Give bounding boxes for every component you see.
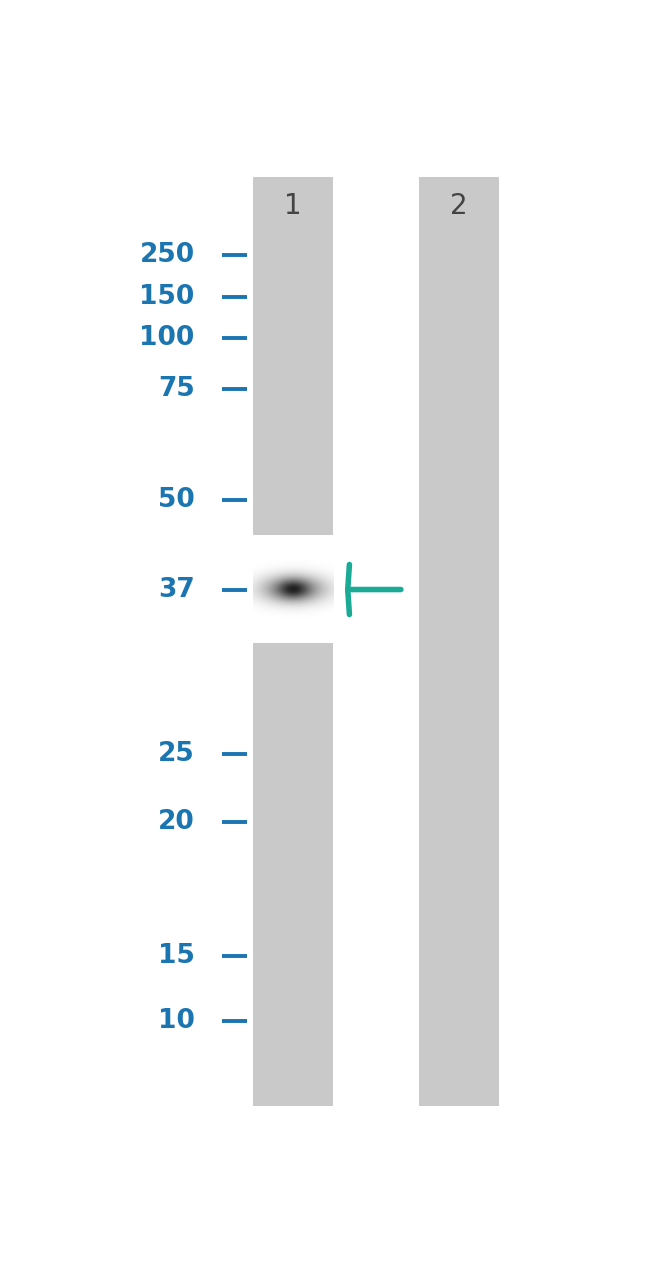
Text: 100: 100 <box>139 325 194 352</box>
Text: 2: 2 <box>450 192 468 220</box>
Text: 10: 10 <box>158 1008 194 1034</box>
Bar <box>419 177 499 1106</box>
Text: 20: 20 <box>158 809 194 836</box>
Text: 75: 75 <box>158 376 194 403</box>
Text: 250: 250 <box>140 243 194 268</box>
Text: 150: 150 <box>139 284 194 310</box>
Text: 50: 50 <box>158 486 194 513</box>
Text: 15: 15 <box>158 944 194 969</box>
Text: 37: 37 <box>158 577 194 602</box>
Bar <box>252 177 333 1106</box>
Text: 1: 1 <box>284 192 302 220</box>
Text: 25: 25 <box>158 740 194 767</box>
